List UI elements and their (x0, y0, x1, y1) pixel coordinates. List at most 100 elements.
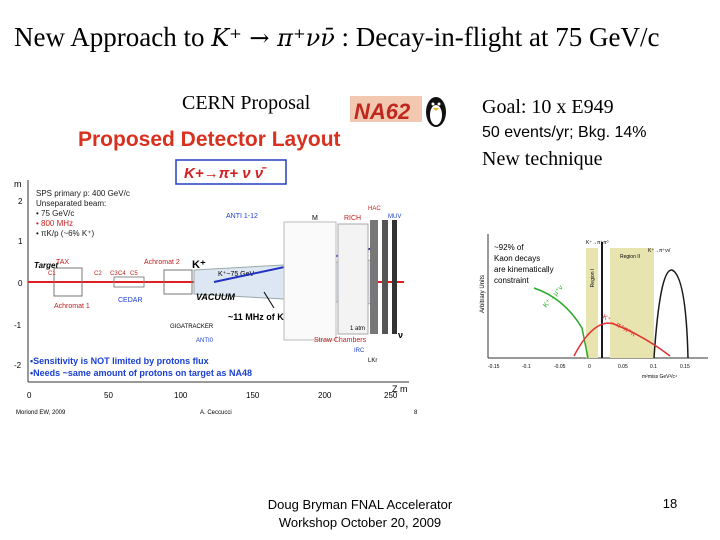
events-text: 50 events/yr; Bkg. 14% (482, 124, 647, 141)
c1-label: C1 (48, 271, 56, 277)
info-line: • 800 MHz (36, 219, 73, 228)
kbeam-label: K⁺~75 GeV (218, 271, 255, 278)
penguin-icon (426, 97, 446, 127)
decay-rate-label: ~11 MHz of K⁺ decays (228, 312, 322, 322)
target-label: Target (34, 261, 58, 270)
x-tick: 150 (246, 391, 260, 400)
atm-label: 1 atm (350, 326, 365, 332)
spectrum-note: ~92% of (494, 243, 524, 252)
hac-label: HAC (368, 206, 381, 212)
y-tick: 0 (18, 279, 23, 288)
y-unit: m (14, 179, 22, 189)
label-green: K⁺→μ⁺ν (542, 284, 565, 309)
note-line: •Needs ~same amount of protons on target… (30, 368, 252, 378)
region-1 (586, 248, 598, 358)
straw-label: Straw Chambers (314, 337, 367, 344)
title-suffix: : Decay-in-flight at 75 GeV/c (334, 22, 660, 52)
na62-logo: NA62 (350, 96, 446, 127)
credit-right: 8 (414, 410, 418, 416)
vacuum-label: VACUUM (196, 292, 235, 302)
anti0-label: ANTI0 (196, 338, 214, 344)
footer-line: Doug Bryman FNAL Accelerator (267, 497, 453, 512)
detector-layout-figure: Proposed Detector Layout K+→π+ ν ν̄ SPS … (14, 128, 418, 416)
y-tick: -2 (14, 361, 22, 370)
kplus-label: K⁺ (192, 259, 206, 271)
spectrum-ylabel: Arbitrary Units (480, 275, 486, 313)
anti-label: ANTI 1-12 (226, 213, 258, 220)
gigatracker-label: GIGATRACKER (170, 324, 214, 330)
rich-block (337, 223, 369, 335)
title-prefix: New Approach to (14, 22, 212, 52)
c4-label: C4 (118, 271, 126, 277)
missing-mass-figure: Arbitrary Units ~92% of Kaon decays are … (480, 234, 708, 380)
spectrum-x-tick: -0.15 (488, 364, 500, 370)
muv-label: MUV (388, 214, 401, 220)
k3pi-red-curve (573, 322, 671, 357)
spectrum-note: Kaon decays (494, 254, 540, 263)
x-tick: 250 (384, 391, 398, 400)
info-line: Unseparated beam: (36, 199, 106, 208)
info-line: • 75 GeV/c (36, 209, 74, 218)
region2-label: Region II (620, 254, 640, 260)
spectrum-note: are kinematically (494, 265, 554, 274)
na62-logo-text: NA62 (354, 99, 411, 124)
irc-label: IRC (354, 348, 365, 354)
cedar-block (113, 276, 145, 288)
achromat2-label: Achromat 2 (144, 259, 180, 266)
layout-heading: Proposed Detector Layout (78, 128, 341, 151)
m-label: M (312, 215, 318, 222)
spectrum-x-tick: -0.1 (522, 364, 531, 370)
x-tick: 100 (174, 391, 188, 400)
label-right: K⁺→π⁺νν̄ (648, 248, 671, 254)
note-line: •Sensitivity is NOT limited by protons f… (30, 356, 209, 366)
cern-proposal-label: CERN Proposal (182, 92, 311, 114)
spectrum-xlabel: m²miss GeV²/c⁴ (642, 374, 677, 380)
region1-label: Region I (590, 269, 596, 288)
c5-label: C5 (130, 271, 138, 277)
nu-label: ν (398, 330, 403, 340)
hac-block (382, 220, 388, 334)
spectrum-note: constraint (494, 276, 529, 285)
spectrum-x-tick: -0.05 (554, 364, 566, 370)
muv-block (392, 220, 397, 334)
y-tick: -1 (14, 321, 22, 330)
y-tick: 1 (18, 237, 23, 246)
new-technique-text: New technique (482, 148, 603, 170)
c3-label: C3 (110, 271, 118, 277)
spectrum-x-tick: 0.05 (618, 364, 628, 370)
label-top: K⁺→π⁺π⁰ (586, 240, 609, 246)
lkr-label: LKr (368, 358, 377, 364)
achromat1-label: Achromat 1 (54, 303, 90, 310)
x-tick: 200 (318, 391, 332, 400)
decay-box-text: K+→π+ ν ν̄ (184, 165, 267, 182)
spectrum-x-tick: 0.1 (650, 364, 657, 370)
tax-label: TAX (56, 259, 69, 266)
c2-label: C2 (94, 271, 102, 277)
lkr-block (370, 220, 378, 334)
decay-rate-arrow (263, 291, 275, 309)
goal-text: Goal: 10 x E949 (482, 96, 614, 118)
straw-region (283, 221, 337, 341)
decay-box (175, 159, 287, 185)
kmunu-curve (533, 287, 589, 359)
spectrum-x-tick: 0.15 (680, 364, 690, 370)
achromat2-block (163, 269, 193, 295)
credit-mid: A. Ceccucci (200, 410, 232, 416)
info-line: • πK/p (~6% K⁺) (36, 229, 94, 238)
footer-line: Workshop October 20, 2009 (278, 515, 442, 530)
region-2 (610, 248, 654, 358)
x-tick: 0 (27, 391, 32, 400)
info-line: SPS primary p: 400 GeV/c (36, 189, 130, 198)
slide-title: New Approach to K⁺ → π⁺νν̄ : Decay-in-fl… (14, 22, 659, 53)
credit-left: Moriond EW, 2009 (16, 410, 66, 416)
footer: Doug Bryman FNAL Accelerator Workshop Oc… (230, 496, 490, 532)
k3pi-curve (653, 269, 689, 359)
cedar-label: CEDAR (118, 297, 143, 304)
y-tick: 2 (18, 197, 23, 206)
title-decay: K⁺ → π⁺νν̄ (211, 24, 335, 52)
spectrum-x-tick: 0 (588, 364, 591, 370)
x-unit: Z m (392, 384, 408, 394)
x-tick: 50 (104, 391, 113, 400)
page-number: 18 (662, 496, 678, 511)
tax-block (53, 267, 83, 297)
